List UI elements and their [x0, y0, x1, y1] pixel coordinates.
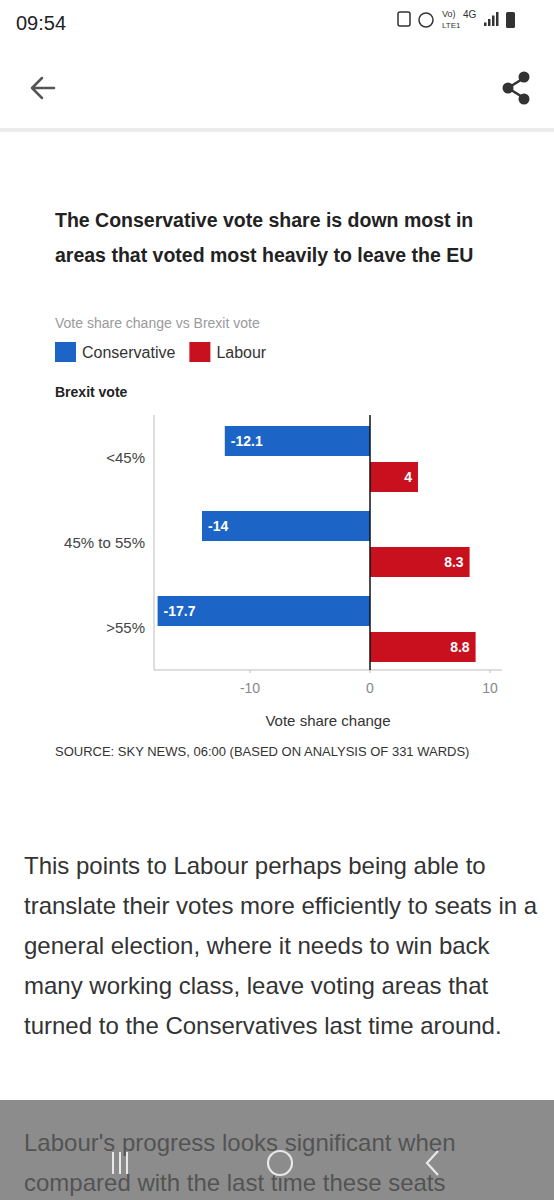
data-label: -17.7: [164, 603, 196, 619]
data-label: 4: [404, 469, 412, 485]
nav-background: [0, 1100, 554, 1200]
battery-icon: [506, 12, 515, 28]
stage: 09:54 Vo) LTE14G Conservative Labour Brexit v…: [0, 0, 554, 1200]
bar: [370, 547, 470, 577]
nav-recent[interactable]: [113, 1152, 127, 1174]
nav-back[interactable]: [427, 1151, 438, 1175]
back-arrow: [32, 78, 54, 98]
tick-label: -10: [240, 680, 260, 696]
bar: [158, 596, 370, 626]
chart-subtitle: Vote share change vs Brexit vote: [55, 315, 260, 331]
bar: [202, 511, 370, 541]
data-label: -14: [208, 518, 228, 534]
category-label: 45% to 55%: [64, 534, 145, 551]
share-dot: [519, 94, 530, 105]
page: {"page": {"status_bar": {"time": "09:54"…: [0, 0, 554, 1200]
x-axis-label: Vote share change: [265, 712, 390, 729]
nav-recent-bar: [126, 1152, 128, 1174]
legend-label: Conservative: [82, 344, 175, 361]
signal-bar: [488, 19, 491, 26]
legend-label: Labour: [216, 344, 266, 361]
zero-line: [369, 415, 371, 670]
share-button[interactable]: [503, 72, 530, 105]
tick-mark: [490, 670, 491, 673]
nav-recent-bar: [112, 1152, 114, 1174]
header-shadow: [0, 128, 554, 132]
nav-home[interactable]: [268, 1151, 292, 1175]
share-dot: [519, 72, 530, 83]
data-labels: -12.1 4 -14 8.3 -17.7 8.8: [164, 433, 470, 655]
chart-title: The Conservative vote share is down most…: [55, 203, 525, 273]
signal-bar: [496, 12, 499, 26]
tick-mark: [250, 670, 251, 673]
data-label: 8.3: [444, 554, 464, 570]
chart-source: SOURCE: SKY NEWS, 06:00 (BASED ON ANALYS…: [55, 744, 469, 759]
tick-label: 10: [482, 680, 498, 696]
status-indicator: LTE1: [442, 21, 461, 30]
status-indicator: 4G: [463, 9, 477, 20]
data-label: -12.1: [231, 433, 263, 449]
legend-swatch: [55, 342, 76, 362]
category-label: >55%: [106, 619, 145, 636]
tick-label: 0: [366, 680, 374, 696]
status-indicator: Vo): [442, 9, 456, 19]
bar: [370, 462, 418, 492]
nav-recent-bar: [119, 1152, 121, 1174]
bars: [158, 426, 476, 662]
category-axis-label: Brexit vote: [55, 384, 128, 400]
tick-mark: [370, 670, 371, 673]
status-time: 09:54: [16, 12, 66, 34]
x-axis-line: [154, 670, 502, 671]
y-axis-line: [154, 415, 155, 670]
status-icon: [419, 13, 433, 27]
data-label: 8.8: [450, 639, 470, 655]
legend-swatch: [189, 342, 210, 362]
article-paragraph: This points to Labour perhaps being able…: [24, 846, 546, 1046]
status-icon: [398, 12, 410, 26]
nav-bar: [0, 1100, 554, 1200]
category-label: <45%: [106, 449, 145, 466]
share-dot: [503, 83, 514, 94]
bar: [370, 632, 476, 662]
back-button[interactable]: [32, 78, 54, 98]
bar: [225, 426, 370, 456]
signal-bar: [484, 23, 487, 27]
signal-bar: [492, 16, 495, 27]
